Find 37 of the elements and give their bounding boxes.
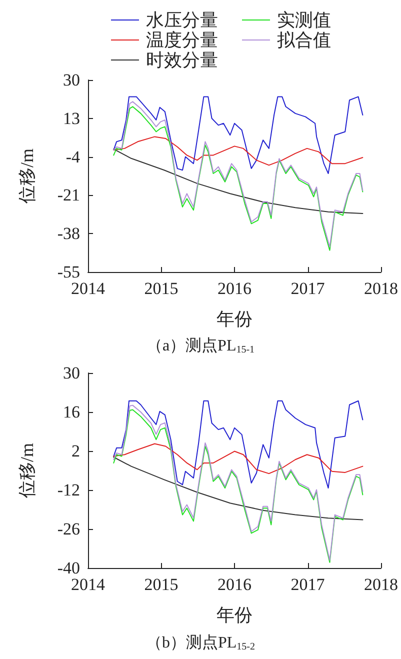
- x-axis-title: 年份: [216, 605, 252, 625]
- y-tick-label: 2: [72, 442, 80, 460]
- x-tick-label: 2014: [71, 575, 106, 594]
- line-series: [113, 96, 364, 174]
- y-axis-title: 位移/m: [17, 148, 37, 204]
- y-tick-label: -26: [57, 520, 80, 538]
- x-tick-label: 2015: [144, 279, 178, 298]
- x-axis-title: 年份: [216, 309, 252, 329]
- line-series: [113, 456, 364, 520]
- line-series: [113, 400, 364, 489]
- legend-label: 水压分量: [146, 10, 218, 30]
- x-tick-label: 2018: [364, 279, 398, 298]
- y-tick-label: 16: [63, 402, 80, 422]
- x-tick-label: 2014: [71, 279, 106, 298]
- legend-label: 时效分量: [146, 50, 218, 70]
- y-tick-label: -40: [57, 558, 80, 578]
- x-tick-label: 2017: [290, 279, 326, 298]
- line-series: [113, 136, 364, 166]
- y-tick-label: -55: [57, 262, 80, 282]
- x-tick-label: 2015: [144, 575, 178, 594]
- x-tick-label: 2018: [364, 575, 398, 594]
- x-tick-label: 2016: [218, 279, 252, 298]
- y-tick-label: 30: [63, 364, 80, 382]
- legend-label: 拟合值: [277, 30, 331, 50]
- y-tick-label: -12: [57, 480, 80, 500]
- y-tick-label: -4: [66, 147, 80, 166]
- y-tick-label: 13: [63, 108, 80, 128]
- y-tick-label: -38: [57, 224, 80, 244]
- line-series: [113, 148, 364, 214]
- y-tick-label: 30: [63, 70, 80, 90]
- x-tick-label: 2016: [218, 575, 252, 594]
- line-series: [113, 443, 364, 474]
- y-tick-label: -21: [57, 186, 80, 205]
- legend-label: 温度分量: [146, 30, 218, 50]
- y-axis-title: 位移/m: [17, 442, 37, 498]
- x-tick-label: 2017: [290, 575, 326, 594]
- legend-label: 实测值: [277, 10, 331, 30]
